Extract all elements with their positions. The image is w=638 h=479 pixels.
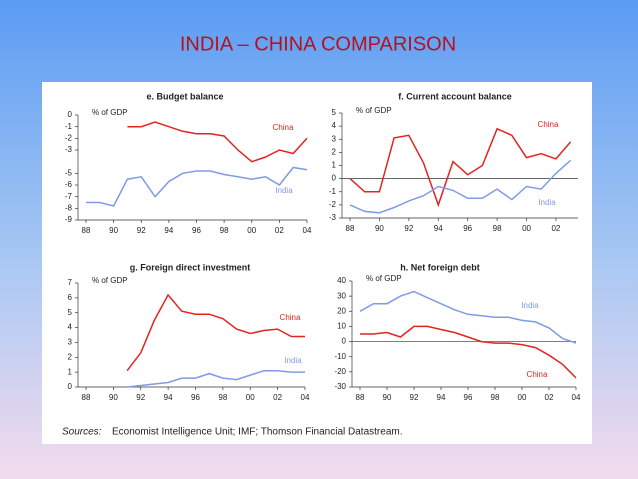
y-tick-label: -20 — [334, 367, 346, 376]
y-tick-label: -30 — [334, 382, 346, 391]
series-label: China — [527, 370, 548, 379]
y-axis-label: % of GDP — [366, 274, 402, 283]
series-label: China — [538, 120, 559, 129]
x-tick-label: 92 — [137, 226, 146, 235]
y-tick-label: -7 — [65, 192, 73, 201]
x-tick-label: 96 — [464, 393, 473, 402]
chart-title: f. Current account balance — [398, 91, 512, 101]
x-tick-label: 94 — [434, 224, 443, 233]
x-tick-label: 96 — [192, 226, 201, 235]
y-tick-label: 10 — [337, 322, 346, 331]
x-tick-label: 92 — [136, 393, 145, 402]
y-tick-label: -3 — [329, 213, 337, 222]
y-tick-label: 7 — [68, 278, 73, 287]
x-tick-label: 88 — [82, 393, 91, 402]
series-line — [126, 293, 305, 372]
y-tick-label: -1 — [329, 187, 337, 196]
y-tick-label: 3 — [332, 134, 337, 143]
y-tick-label: 30 — [337, 291, 346, 300]
series-line — [360, 325, 577, 379]
x-tick-label: 98 — [493, 224, 502, 233]
chart-title: h. Net foreign debt — [400, 262, 480, 272]
x-tick-label: 00 — [518, 393, 527, 402]
y-tick-label: -2 — [329, 200, 337, 209]
x-tick-label: 88 — [82, 226, 91, 235]
x-tick-label: 02 — [275, 226, 284, 235]
series-label: India — [284, 356, 302, 365]
slide-title: INDIA – CHINA COMPARISON — [180, 33, 456, 55]
y-tick-label: 0 — [342, 337, 347, 346]
x-tick-label: 00 — [246, 393, 255, 402]
y-tick-label: 20 — [337, 306, 346, 315]
y-tick-label: 4 — [68, 323, 73, 332]
series-line — [127, 369, 305, 388]
x-tick-label: 88 — [356, 393, 365, 402]
series-label: China — [273, 123, 294, 132]
x-tick-label: 98 — [220, 226, 229, 235]
sources-label: Sources: — [62, 427, 102, 438]
chart-title: e. Budget balance — [146, 91, 223, 101]
y-tick-label: 2 — [68, 352, 73, 361]
x-tick-label: 02 — [551, 224, 560, 233]
y-tick-label: -1 — [65, 122, 73, 131]
x-tick-label: 00 — [247, 226, 256, 235]
series-line — [86, 166, 308, 207]
x-tick-label: 00 — [522, 224, 531, 233]
x-tick-label: 04 — [301, 393, 310, 402]
y-tick-label: 5 — [68, 308, 73, 317]
y-axis-label: % of GDP — [92, 276, 128, 285]
y-tick-label: 0 — [332, 174, 337, 183]
x-tick-label: 90 — [383, 393, 392, 402]
x-tick-label: 94 — [164, 226, 173, 235]
y-tick-label: 6 — [68, 293, 73, 302]
y-tick-label: -3 — [65, 145, 73, 154]
x-tick-label: 92 — [404, 224, 413, 233]
y-tick-label: 2 — [332, 147, 337, 156]
x-tick-label: 94 — [164, 393, 173, 402]
series-label: China — [280, 313, 301, 322]
x-tick-label: 92 — [410, 393, 419, 402]
x-tick-label: 04 — [572, 393, 581, 402]
y-axis-label: % of GDP — [356, 106, 392, 115]
x-tick-label: 04 — [303, 226, 312, 235]
y-tick-label: 5 — [332, 108, 337, 117]
y-tick-label: 3 — [68, 338, 73, 347]
x-tick-label: 98 — [218, 393, 227, 402]
y-tick-label: -9 — [65, 215, 73, 224]
x-tick-label: 90 — [109, 393, 118, 402]
series-label: India — [538, 198, 556, 207]
y-axis-label: % of GDP — [92, 108, 128, 117]
x-tick-label: 02 — [545, 393, 554, 402]
x-tick-label: 90 — [109, 226, 118, 235]
series-line — [127, 121, 308, 163]
x-tick-label: 96 — [191, 393, 200, 402]
y-tick-label: 0 — [68, 110, 73, 119]
series-line — [359, 290, 577, 344]
sources: Economist Intelligence Unit; IMF; Thomso… — [112, 427, 403, 438]
y-tick-label: 1 — [332, 161, 337, 170]
x-tick-label: 96 — [463, 224, 472, 233]
x-tick-label: 02 — [273, 393, 282, 402]
content-panel — [42, 82, 592, 444]
y-tick-label: 40 — [337, 276, 346, 285]
y-tick-label: 1 — [68, 367, 73, 376]
chart-title: g. Foreign direct investment — [130, 262, 251, 272]
x-tick-label: 98 — [491, 393, 500, 402]
y-tick-label: -8 — [65, 203, 73, 212]
y-tick-label: -6 — [65, 180, 73, 189]
x-tick-label: 88 — [346, 224, 355, 233]
y-tick-label: -5 — [65, 168, 73, 177]
x-tick-label: 90 — [375, 224, 384, 233]
series-line — [349, 159, 572, 214]
series-label: India — [521, 301, 539, 310]
y-tick-label: 0 — [68, 382, 73, 391]
x-tick-label: 94 — [437, 393, 446, 402]
series-line — [349, 127, 572, 208]
series-label: India — [275, 186, 293, 195]
y-tick-label: -10 — [334, 352, 346, 361]
y-tick-label: -2 — [65, 133, 73, 142]
y-tick-label: 4 — [332, 121, 337, 130]
